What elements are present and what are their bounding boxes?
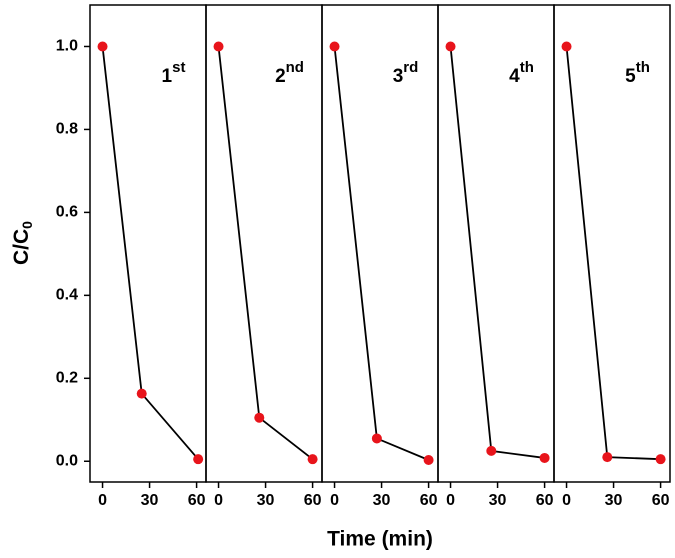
annotation-number: 1: [162, 66, 173, 87]
y-tick-label: 1.0: [56, 38, 78, 55]
x-tick-label: 30: [141, 492, 159, 509]
x-tick-label: 0: [214, 492, 223, 509]
point: [423, 455, 434, 466]
point: [561, 41, 572, 52]
annotation-number: 2: [275, 66, 286, 87]
point: [213, 41, 224, 52]
annotation-number: 4: [509, 66, 520, 87]
panel-annotation: 4th: [509, 59, 534, 87]
panel-frame: [205, 4, 323, 483]
panel-frame: [89, 4, 207, 483]
line: [565, 46, 661, 461]
panel-frame: [553, 4, 671, 483]
annotation-suffix: nd: [286, 59, 304, 76]
y-tick-label: 0.6: [56, 204, 78, 221]
point: [602, 452, 613, 463]
x-tick-label: 30: [257, 492, 275, 509]
point: [445, 41, 456, 52]
y-tick-label: 0.8: [56, 121, 78, 138]
panel-annotation: 1st: [162, 59, 186, 87]
point: [486, 445, 497, 456]
annotation-suffix: rd: [403, 59, 418, 76]
point: [254, 412, 265, 423]
line: [217, 46, 314, 460]
point: [655, 454, 666, 465]
x-tick-label: 0: [98, 492, 107, 509]
x-tick-label: 0: [330, 492, 339, 509]
x-tick-label: 0: [446, 492, 455, 509]
line: [333, 46, 429, 461]
x-tick-label: 60: [188, 492, 206, 509]
annotation-suffix: th: [520, 59, 534, 76]
line: [101, 46, 199, 460]
y-tick-label: 0.2: [56, 370, 78, 387]
x-tick-label: 60: [652, 492, 670, 509]
annotation-number: 5: [625, 66, 636, 87]
point: [193, 454, 204, 465]
x-tick-label: 30: [605, 492, 623, 509]
point: [97, 41, 108, 52]
panel-frame: [321, 4, 439, 483]
x-tick-label: 60: [420, 492, 438, 509]
x-tick-label: 0: [562, 492, 571, 509]
panel-annotation: 3rd: [393, 59, 419, 87]
annotation-suffix: th: [636, 59, 650, 76]
panel-annotation: 5th: [625, 59, 650, 87]
panel-frame: [437, 4, 555, 483]
y-tick-label: 0.4: [56, 287, 78, 304]
point: [136, 388, 147, 399]
x-tick-label: 60: [304, 492, 322, 509]
line: [449, 46, 545, 459]
annotation-number: 3: [393, 66, 404, 87]
y-tick-label: 0.0: [56, 452, 78, 469]
x-axis-label: Time (min): [327, 528, 433, 551]
panel-annotation: 2nd: [275, 59, 304, 87]
y-axis-label: C/C0: [10, 221, 35, 265]
point: [371, 433, 382, 444]
y-axis-label-sub: 0: [19, 221, 35, 229]
x-tick-label: 30: [373, 492, 391, 509]
x-tick-label: 30: [489, 492, 507, 509]
y-axis-label-main: C/C: [10, 229, 33, 265]
x-tick-label: 60: [536, 492, 554, 509]
point: [539, 452, 550, 463]
annotation-suffix: st: [172, 59, 185, 76]
point: [329, 41, 340, 52]
point: [307, 454, 318, 465]
